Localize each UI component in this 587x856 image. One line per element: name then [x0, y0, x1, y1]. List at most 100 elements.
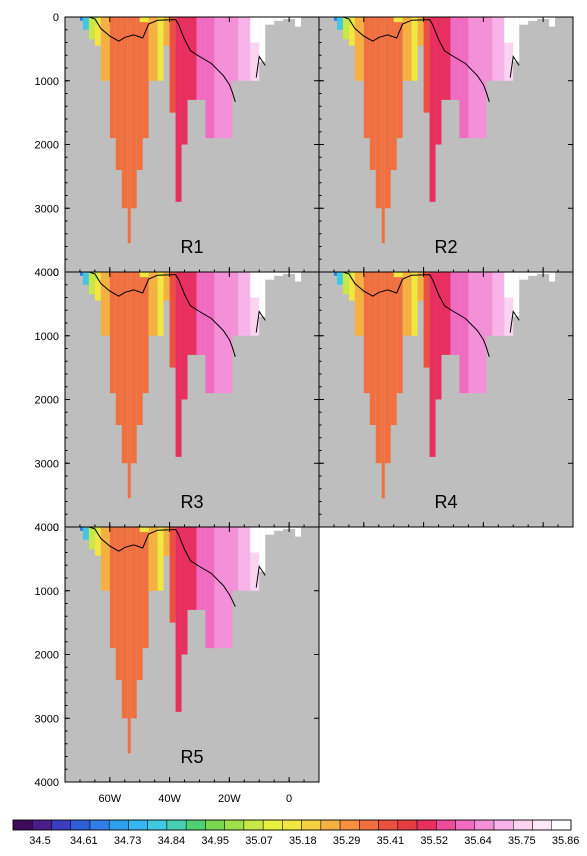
data-cell: [115, 17, 122, 170]
x-tick-label: 0: [286, 793, 292, 805]
data-cell: [435, 17, 442, 145]
panel-r5: 0 1000 2000 3000 4000 R5 60W 40W 20W 0: [35, 522, 320, 805]
y-tick-label: 4000: [35, 777, 59, 789]
data-cell: [402, 272, 412, 336]
data-cell: [429, 17, 436, 202]
data-cell: [79, 272, 83, 276]
colorbar-swatch: [551, 819, 572, 831]
data-cell: [79, 527, 83, 531]
colorbar-swatch: [301, 819, 322, 831]
data-cell: [450, 272, 460, 355]
data-cell: [265, 527, 275, 535]
y-tick-label: 2000: [35, 140, 59, 152]
colorbar-swatch: [243, 819, 264, 831]
y-tick-label: 3000: [35, 458, 59, 470]
x-tick-label: 40W: [158, 793, 181, 805]
colorbar-swatch: [282, 819, 302, 831]
data-cell: [109, 272, 116, 394]
data-cell: [169, 527, 176, 623]
data-cell: [504, 272, 514, 298]
data-cell: [528, 272, 538, 276]
colorbar-swatch: [339, 819, 360, 831]
data-cell: [139, 527, 149, 533]
y-tick-label: 4000: [35, 267, 59, 279]
data-cell: [88, 272, 95, 295]
data-cell: [181, 527, 188, 655]
data-cell: [163, 527, 170, 556]
y-tick-label: 2000: [35, 650, 59, 662]
data-cell: [265, 272, 275, 280]
data-cell: [393, 272, 403, 278]
contour-line: [509, 310, 520, 333]
data-cell: [265, 17, 275, 25]
data-cell: [88, 527, 95, 550]
colorbar: 34.5 34.61 34.73 34.84 34.95 35.07 35.18 35.29 3…: [12, 819, 579, 847]
data-cell: [519, 17, 529, 25]
panel-r3: 0 1000 2000 3000 4000 R3: [35, 267, 320, 534]
data-cell: [148, 272, 158, 336]
data-cell: [175, 272, 182, 457]
data-cell: [139, 272, 149, 278]
data-cell: [450, 17, 460, 100]
data-cell: [214, 527, 224, 649]
data-cell: [519, 272, 529, 280]
data-cell: [348, 272, 355, 301]
data-cell: [429, 272, 436, 457]
colorbar-swatch: [224, 819, 245, 831]
data-cell: [127, 17, 131, 244]
colorbar-swatch: [262, 819, 283, 831]
data-cell: [441, 272, 451, 355]
colorbar-swatch: [70, 819, 91, 831]
data-cell: [232, 272, 239, 336]
data-cell: [109, 17, 116, 139]
colorbar-label: 34.95: [201, 835, 229, 847]
data-cell: [348, 17, 355, 46]
data-cell: [205, 272, 215, 394]
data-cell: [417, 17, 424, 46]
data-cell: [157, 17, 164, 81]
data-cell: [157, 272, 164, 285]
data-cell: [411, 272, 418, 285]
colorbar-swatch: [320, 819, 341, 831]
data-cell: [91, 527, 98, 535]
panels-group: 0 1000 2000 3000 4000 R1 R2 0 1000 2000 3000 4000 R3…: [35, 12, 574, 805]
data-cell: [163, 272, 170, 301]
data-cell: [477, 272, 487, 394]
data-cell: [169, 17, 176, 113]
data-cell: [274, 17, 284, 21]
data-cell: [196, 272, 206, 355]
data-cell: [336, 272, 343, 285]
colorbar-label: 35.18: [289, 835, 317, 847]
data-cell: [435, 272, 442, 400]
data-cell: [333, 272, 337, 276]
data-cell: [250, 272, 260, 336]
data-cell: [295, 527, 302, 537]
data-cell: [127, 272, 131, 499]
y-tick-label: 0: [53, 12, 59, 24]
y-tick-label: 1000: [35, 331, 59, 343]
data-cell: [513, 17, 520, 62]
colorbar-swatch: [455, 819, 476, 831]
colorbar-label: 35.52: [420, 835, 448, 847]
data-cell: [121, 272, 128, 464]
colorbar-swatch: [12, 819, 33, 831]
colorbar-swatch: [474, 819, 495, 831]
data-cell: [136, 527, 143, 680]
data-cell: [477, 17, 487, 139]
data-cell: [169, 272, 176, 368]
data-cell: [79, 17, 83, 21]
data-cell: [411, 17, 418, 81]
x-tick-label: 60W: [99, 793, 122, 805]
colorbar-swatch: [532, 819, 553, 831]
data-cell: [142, 17, 149, 139]
data-cell: [136, 17, 143, 170]
data-cell: [196, 527, 206, 610]
data-cell: [142, 527, 149, 649]
data-cell: [295, 272, 302, 282]
data-cell: [333, 17, 337, 21]
data-cell: [363, 272, 370, 394]
data-cell: [390, 17, 397, 170]
data-cell: [295, 17, 302, 27]
data-cell: [175, 17, 182, 202]
